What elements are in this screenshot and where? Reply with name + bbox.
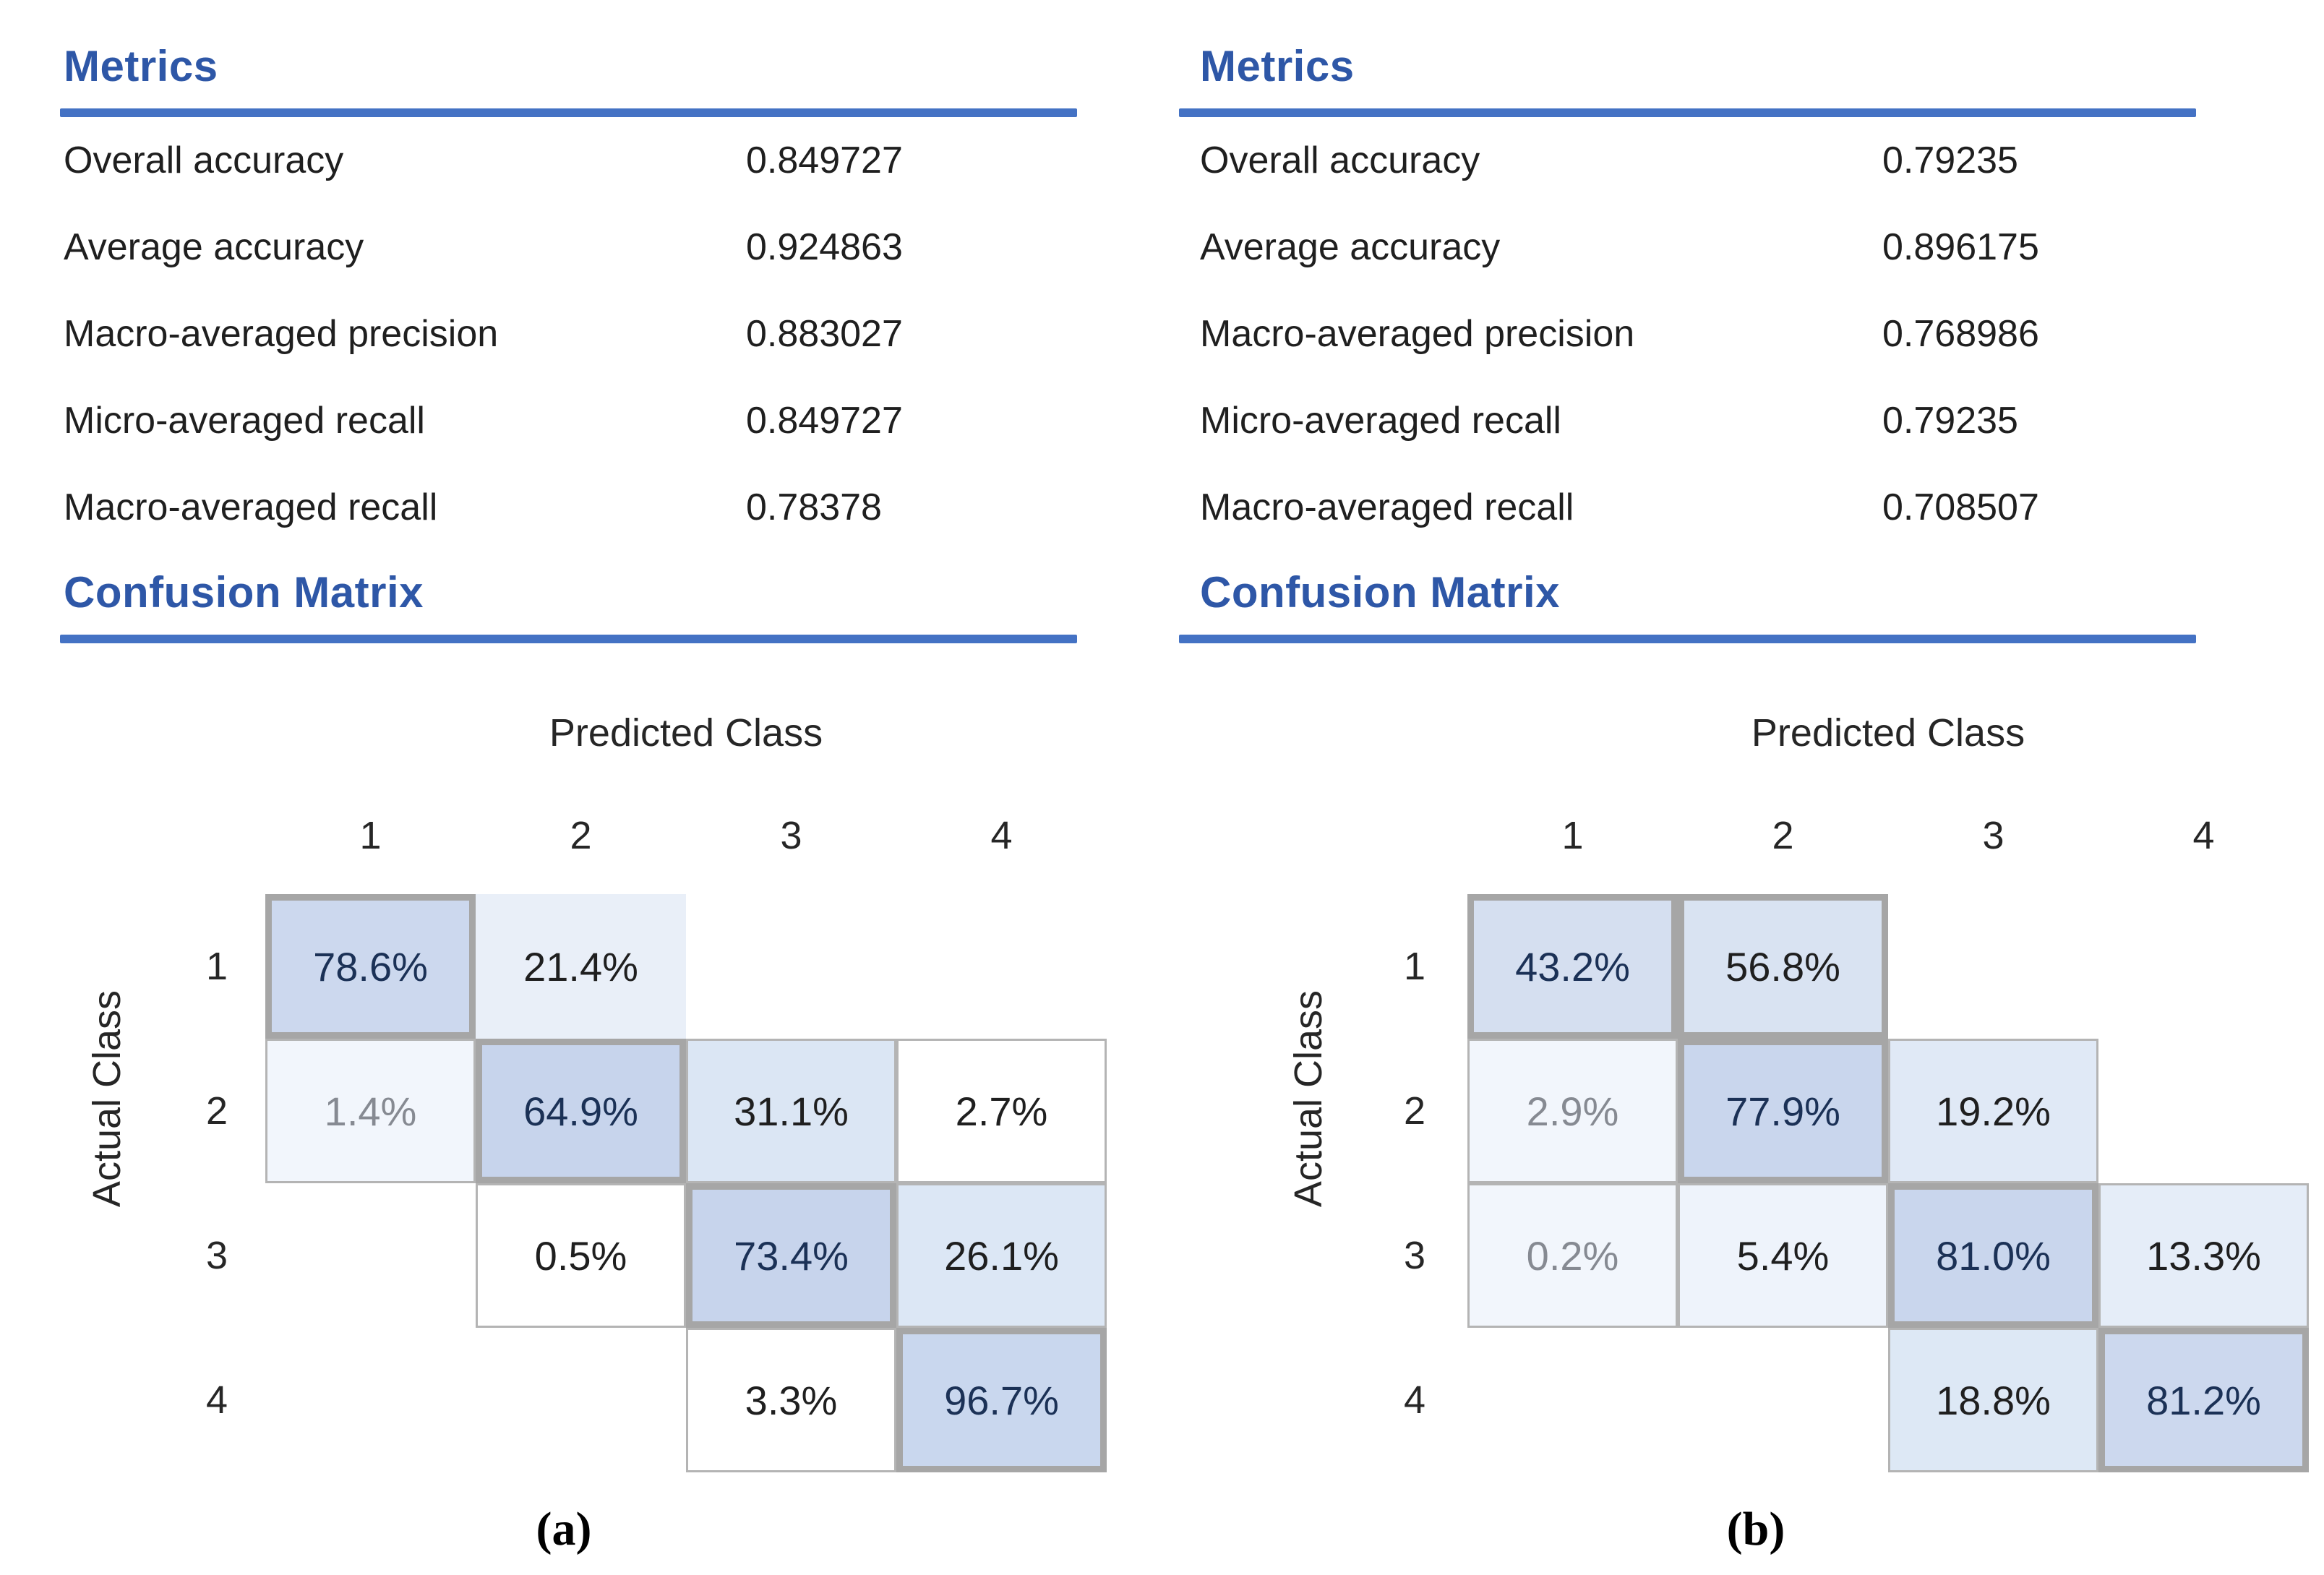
actual-class-label-text: Actual Class — [1287, 990, 1330, 1208]
metric-value: 0.79235 — [1882, 140, 2018, 181]
confusion-cell: 19.2% — [1888, 1039, 2098, 1183]
row-header: 2 — [205, 1089, 228, 1133]
metric-label: Overall accuracy — [64, 140, 344, 181]
row-header: 3 — [1403, 1234, 1426, 1277]
col-header: 4 — [990, 814, 1013, 857]
metric-value: 0.849727 — [746, 400, 903, 442]
metric-label: Macro-averaged recall — [1200, 486, 1574, 528]
metric-label: Average accuracy — [1200, 226, 1501, 268]
row-header: 4 — [205, 1378, 228, 1422]
row-header: 1 — [205, 945, 228, 988]
metrics-heading: Metrics — [64, 42, 218, 90]
confusion-cell: 0.5% — [476, 1183, 686, 1328]
col-header: 1 — [1561, 814, 1584, 857]
metric-value: 0.79235 — [1882, 400, 2018, 442]
predicted-class-label: Predicted Class — [549, 711, 823, 755]
metric-label: Micro-averaged recall — [64, 400, 425, 442]
confusion-cell: 81.0% — [1888, 1183, 2098, 1328]
confusion-cell: 31.1% — [686, 1039, 896, 1183]
col-header: 4 — [2192, 814, 2215, 857]
row-header: 1 — [1403, 945, 1426, 988]
row-header: 3 — [205, 1234, 228, 1277]
subfigure-caption: (b) — [1726, 1503, 1785, 1555]
actual-class-label: Actual Class — [1279, 867, 1337, 1330]
metric-label: Average accuracy — [64, 226, 364, 268]
confusion-cell: 5.4% — [1678, 1183, 1888, 1328]
confusion-matrix-rule — [60, 635, 1077, 643]
metrics-heading: Metrics — [1200, 42, 1355, 90]
confusion-cell: 96.7% — [896, 1328, 1107, 1472]
confusion-cell: 56.8% — [1678, 894, 1888, 1039]
metric-label: Macro-averaged recall — [64, 486, 438, 528]
row-header: 2 — [1403, 1089, 1426, 1133]
confusion-cell: 43.2% — [1467, 894, 1678, 1039]
actual-class-label: Actual Class — [78, 867, 136, 1330]
row-header: 4 — [1403, 1378, 1426, 1422]
metric-value: 0.849727 — [746, 140, 903, 181]
confusion-cell: 73.4% — [686, 1183, 896, 1328]
confusion-cell: 1.4% — [265, 1039, 476, 1183]
metric-value: 0.78378 — [746, 486, 882, 528]
confusion-cell: 18.8% — [1888, 1328, 2098, 1472]
confusion-cell: 78.6% — [265, 894, 476, 1039]
confusion-cell: 21.4% — [476, 894, 686, 1039]
col-header: 1 — [359, 814, 382, 857]
confusion-cell: 13.3% — [2098, 1183, 2309, 1328]
confusion-cell: 2.9% — [1467, 1039, 1678, 1183]
metrics-rule — [60, 108, 1077, 117]
col-header: 3 — [1982, 814, 2004, 857]
confusion-cell: 0.2% — [1467, 1183, 1678, 1328]
metric-label: Overall accuracy — [1200, 140, 1480, 181]
metric-label: Macro-averaged precision — [1200, 313, 1635, 355]
metric-value: 0.896175 — [1882, 226, 2039, 268]
confusion-cell: 2.7% — [896, 1039, 1107, 1183]
confusion-cell: 81.2% — [2098, 1328, 2309, 1472]
metrics-rule — [1179, 108, 2196, 117]
confusion-cell: 77.9% — [1678, 1039, 1888, 1183]
metric-label: Macro-averaged precision — [64, 313, 499, 355]
confusion-cell: 3.3% — [686, 1328, 896, 1472]
confusion-matrix-heading: Confusion Matrix — [64, 568, 424, 617]
col-header: 2 — [1772, 814, 1794, 857]
actual-class-label-text: Actual Class — [85, 990, 129, 1208]
metric-value: 0.924863 — [746, 226, 903, 268]
metric-label: Micro-averaged recall — [1200, 400, 1561, 442]
col-header: 3 — [780, 814, 802, 857]
subfigure-caption: (a) — [536, 1503, 592, 1555]
metric-value: 0.883027 — [746, 313, 903, 355]
confusion-cell: 64.9% — [476, 1039, 686, 1183]
col-header: 2 — [570, 814, 592, 857]
confusion-matrix-heading: Confusion Matrix — [1200, 568, 1560, 617]
predicted-class-label: Predicted Class — [1751, 711, 2025, 755]
metric-value: 0.768986 — [1882, 313, 2039, 355]
confusion-matrix-rule — [1179, 635, 2196, 643]
confusion-cell: 26.1% — [896, 1183, 1107, 1328]
metric-value: 0.708507 — [1882, 486, 2039, 528]
